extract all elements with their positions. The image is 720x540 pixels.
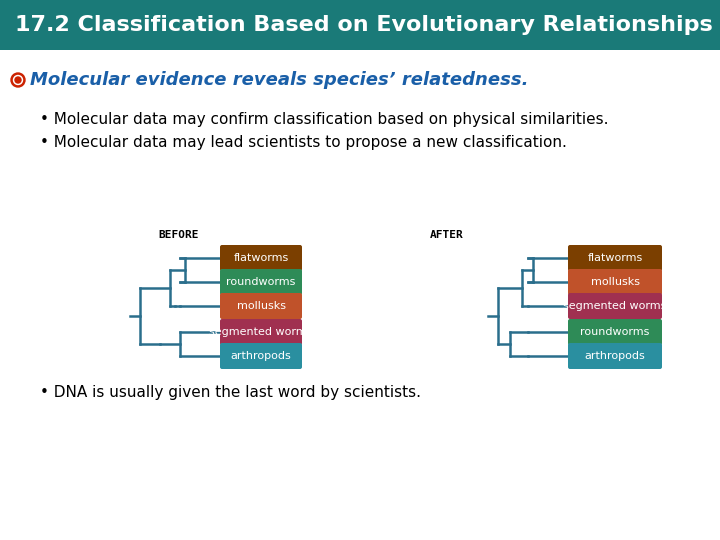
FancyBboxPatch shape — [220, 269, 302, 295]
Text: roundworms: roundworms — [226, 277, 296, 287]
FancyBboxPatch shape — [0, 0, 720, 50]
FancyBboxPatch shape — [568, 319, 662, 345]
FancyBboxPatch shape — [568, 343, 662, 369]
FancyBboxPatch shape — [220, 293, 302, 319]
FancyBboxPatch shape — [220, 319, 302, 345]
Text: • DNA is usually given the last word by scientists.: • DNA is usually given the last word by … — [40, 385, 421, 400]
Text: flatworms: flatworms — [233, 253, 289, 263]
FancyBboxPatch shape — [568, 293, 662, 319]
FancyBboxPatch shape — [220, 245, 302, 271]
Text: mollusks: mollusks — [236, 301, 286, 311]
Text: flatworms: flatworms — [588, 253, 643, 263]
Text: arthropods: arthropods — [585, 351, 645, 361]
Circle shape — [14, 76, 22, 84]
Text: • Molecular data may confirm classification based on physical similarities.: • Molecular data may confirm classificat… — [40, 112, 608, 127]
Text: roundworms: roundworms — [580, 327, 649, 337]
Text: mollusks: mollusks — [590, 277, 639, 287]
Text: arthropods: arthropods — [230, 351, 292, 361]
Text: • Molecular data may lead scientists to propose a new classification.: • Molecular data may lead scientists to … — [40, 135, 567, 150]
Text: BEFORE: BEFORE — [158, 230, 199, 240]
Circle shape — [11, 73, 25, 87]
Text: segmented worms: segmented worms — [563, 301, 667, 311]
Text: segmented worms: segmented worms — [210, 327, 312, 337]
Text: Molecular evidence reveals species’ relatedness.: Molecular evidence reveals species’ rela… — [30, 71, 528, 89]
Circle shape — [15, 77, 21, 83]
FancyBboxPatch shape — [220, 343, 302, 369]
FancyBboxPatch shape — [568, 269, 662, 295]
Text: AFTER: AFTER — [430, 230, 464, 240]
Text: 17.2 Classification Based on Evolutionary Relationships: 17.2 Classification Based on Evolutionar… — [15, 15, 713, 35]
FancyBboxPatch shape — [568, 245, 662, 271]
